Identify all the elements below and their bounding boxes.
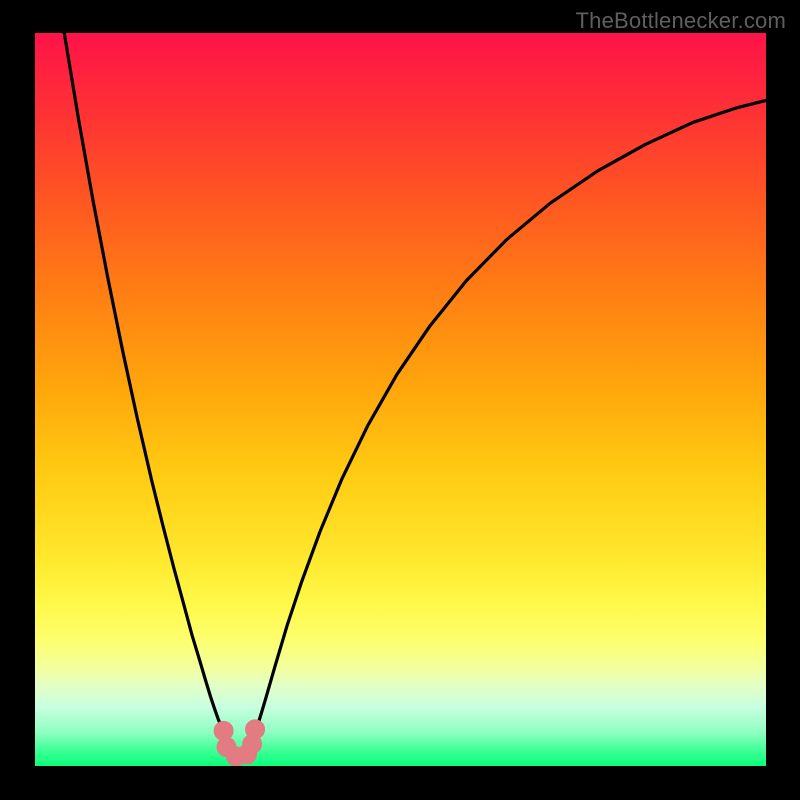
chart-area xyxy=(35,33,766,766)
chart-svg xyxy=(35,33,766,766)
marker-point xyxy=(246,720,265,739)
watermark-label: TheBottlenecker.com xyxy=(576,8,786,34)
gradient-background xyxy=(35,33,766,766)
